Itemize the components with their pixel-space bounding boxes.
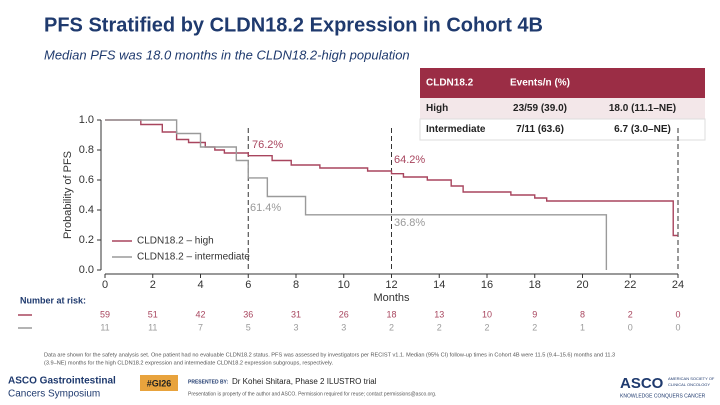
table-header (420, 68, 705, 98)
footnote: (3.9–NE) months for the high CLDN18.2 ex… (44, 360, 334, 366)
x-tick-label: 22 (624, 279, 636, 291)
x-tick-label: 14 (433, 279, 445, 291)
y-tick-label: 0.0 (79, 264, 94, 276)
risk-value: 26 (339, 309, 349, 319)
x-tick-label: 20 (576, 279, 588, 291)
annotation: 61.4% (250, 202, 281, 214)
km-chart: 0.00.20.40.60.81.00 2 4 6 8 10 12 14 16 18 20 22 24P… (62, 114, 684, 304)
presenter: Dr Kohei Shitara, Phase 2 ILUSTRO trial (232, 377, 377, 386)
risk-value: 5 (246, 322, 251, 332)
km-curve (105, 119, 608, 270)
asco-tag: KNOWLEDGE CONQUERS CANCER (620, 393, 706, 399)
x-tick-label: 24 (672, 279, 684, 291)
risk-value: 2 (437, 322, 442, 332)
risk-value: 51 (148, 309, 158, 319)
table-header-cell: Events/n (%) (510, 78, 570, 89)
logo-text: ASCO Gastrointestinal (8, 376, 116, 387)
risk-value: 0 (675, 309, 680, 319)
x-tick-label: 0 (102, 279, 108, 291)
annotation: 64.2% (394, 154, 425, 166)
risk-value: 18 (386, 309, 396, 319)
y-tick-label: 0.4 (79, 204, 94, 216)
table-header-cell: CLDN18.2 (426, 78, 474, 89)
x-axis-label: Months (373, 292, 410, 304)
logo-text: Cancers Symposium (8, 389, 100, 400)
risk-title: Number at risk: (20, 295, 86, 305)
summary-table: CLDN18.2 Events/n (%) High 23/59 (39.0) 18.0… (419, 68, 706, 141)
risk-value: 2 (389, 322, 394, 332)
legend-label: CLDN18.2 – intermediate (137, 252, 250, 263)
x-tick-label: 12 (385, 279, 397, 291)
risk-value: 3 (293, 322, 298, 332)
hashtag: #GI26 (147, 378, 172, 388)
notice: Presentation is property of the author a… (188, 391, 436, 397)
risk-value: 2 (628, 309, 633, 319)
risk-value: 8 (580, 309, 585, 319)
risk-value: 10 (482, 309, 492, 319)
table-cell: 6.7 (3.0–NE) (614, 124, 671, 135)
y-tick-label: 0.2 (79, 234, 94, 246)
risk-value: 9 (532, 309, 537, 319)
risk-value: 11 (148, 322, 157, 332)
subtitle: Median PFS was 18.0 months in the CLDN18… (44, 47, 410, 62)
footnote: Data are shown for the safety analysis s… (44, 352, 615, 358)
risk-value: 36 (243, 309, 253, 319)
risk-value: 11 (100, 322, 109, 332)
presented-by: PRESENTED BY: (188, 379, 229, 385)
x-tick-label: 8 (293, 279, 299, 291)
y-tick-label: 1.0 (79, 114, 94, 126)
y-axis-label: Probability of PFS (62, 151, 74, 239)
risk-value: 0 (675, 322, 680, 332)
x-tick-label: 10 (338, 279, 350, 291)
table-row (420, 98, 705, 119)
risk-value: 3 (341, 322, 346, 332)
y-tick-label: 0.6 (79, 174, 94, 186)
annotation: 76.2% (252, 139, 283, 151)
risk-value: 59 (100, 309, 110, 319)
risk-value: 31 (291, 309, 301, 319)
asco-logo: ASCO (620, 375, 664, 392)
risk-value: 0 (628, 322, 633, 332)
risk-value: 2 (532, 322, 537, 332)
x-tick-label: 2 (150, 279, 156, 291)
table-cell: Intermediate (426, 124, 486, 135)
table-cell: 7/11 (63.6) (516, 124, 564, 135)
table-cell: High (426, 103, 448, 114)
asco-sub: AMERICAN SOCIETY OF (668, 376, 715, 381)
risk-value: 42 (195, 309, 205, 319)
annotation: 36.8% (394, 217, 425, 229)
legend-label: CLDN18.2 – high (137, 236, 214, 247)
x-tick-label: 18 (529, 279, 541, 291)
risk-table: Number at risk:59 51 42 36 31 26 18 13 10 9 8 2 011 1… (18, 295, 681, 332)
risk-value: 2 (484, 322, 489, 332)
asco-sub: CLINICAL ONCOLOGY (668, 382, 710, 387)
x-tick-label: 4 (197, 279, 203, 291)
x-tick-label: 16 (481, 279, 493, 291)
risk-value: 13 (434, 309, 444, 319)
km-curve (105, 119, 678, 237)
y-tick-label: 0.8 (79, 144, 94, 156)
table-cell: 18.0 (11.1–NE) (609, 103, 676, 114)
hashtag-box (140, 375, 178, 391)
risk-value: 1 (580, 322, 585, 332)
risk-value: 7 (198, 322, 203, 332)
x-tick-label: 6 (245, 279, 251, 291)
title: PFS Stratified by CLDN18.2 Expression in… (44, 14, 543, 36)
table-row (419, 118, 706, 141)
table-cell: 23/59 (39.0) (513, 103, 567, 114)
